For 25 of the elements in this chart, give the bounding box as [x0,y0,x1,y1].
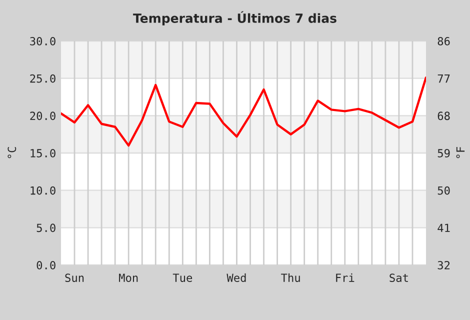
y2-tick-label: 59 [438,149,450,158]
y2-tick-label: 86 [438,37,450,46]
x-tick-label: Mon [119,274,138,282]
x-tick-label: Tue [172,274,192,282]
y2-axis-title: °F [456,146,465,158]
x-tick-label: Fri [336,273,354,282]
y-tick-label: 10.0 [30,186,56,195]
y-tick-label: 20.0 [30,112,56,120]
x-tick-label: Sat [390,274,408,282]
x-tick-label: Wed [226,273,246,282]
y2-tick-label: 32 [438,261,450,270]
x-tick-label: Sun [65,274,84,282]
y-tick-label: 15.0 [30,149,56,158]
y2-tick-label: 68 [438,112,450,120]
y-tick-label: 25.0 [30,74,56,83]
y-axis-title: °C [8,147,16,158]
y2-tick-label: 41 [438,224,450,232]
chart-title: Temperatura - Últimos 7 dias [133,11,336,26]
y-tick-label: 0.0 [36,261,56,270]
x-tick-label: Thu [281,273,300,282]
y2-tick-label: 77 [438,74,450,83]
line-series [61,76,426,147]
y-tick-label: 30.0 [30,37,56,46]
y-tick-label: 5.0 [36,224,56,232]
y2-tick-label: 50 [438,186,450,195]
